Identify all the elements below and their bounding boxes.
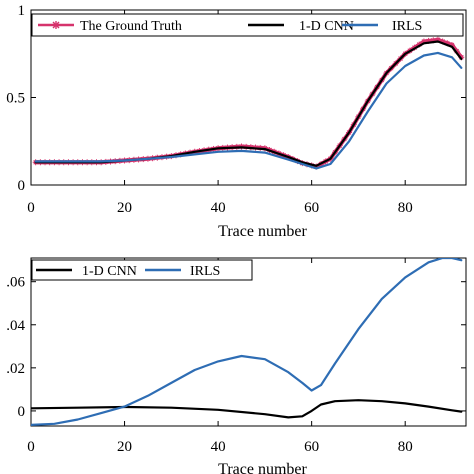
legend-label: 1-D CNN xyxy=(82,264,137,279)
legend-label: The Ground Truth xyxy=(80,19,182,34)
x-tick-label: 20 xyxy=(117,200,132,216)
legend-label: IRLS xyxy=(190,264,220,279)
legend-marker xyxy=(52,21,60,29)
legend-label: IRLS xyxy=(392,19,422,34)
marker-stroke xyxy=(52,21,60,29)
chart-panel-1: 0 20 40 60 80 0 0.5 1 Trace number The Ground Tru… xyxy=(6,3,467,240)
y-tick-label: 0.5 xyxy=(6,91,25,107)
legend-box xyxy=(31,259,253,281)
y-tick-label: .06 xyxy=(6,275,25,291)
x-tick-label: 80 xyxy=(398,439,413,455)
x-tick-label: 0 xyxy=(27,439,35,455)
series-line-irls xyxy=(34,51,463,170)
legend-box xyxy=(31,13,464,37)
chart-panel-2: 0 20 40 60 80 0 .02 .04 .06 Trace number 1-D CNN IR… xyxy=(6,257,467,474)
x-tick-label: 80 xyxy=(398,200,413,216)
y-tick-label: 0 xyxy=(18,178,26,194)
y-tick-label: 1 xyxy=(18,3,26,19)
x-tick-label: 0 xyxy=(27,200,35,216)
y-tick-label: 0 xyxy=(18,404,26,420)
series-line-1-d-cnn xyxy=(31,399,463,419)
x-tick-label: 60 xyxy=(304,439,319,455)
x-tick-label: 40 xyxy=(211,439,226,455)
legend-1: The Ground Truth 1-D CNN IRLS xyxy=(31,13,464,37)
x-axis-label: Trace number xyxy=(218,461,307,474)
legend-label: 1-D CNN xyxy=(299,19,354,34)
series-lines-2 xyxy=(31,258,463,426)
y-tick-label: .04 xyxy=(6,318,25,334)
axes-box-2 xyxy=(30,257,467,427)
x-tick-label: 40 xyxy=(211,200,226,216)
x-axis-label: Trace number xyxy=(218,223,307,240)
x-tick-label: 20 xyxy=(117,439,132,455)
series-line-irls xyxy=(31,258,463,426)
series-lines-1 xyxy=(32,36,465,170)
x-tick-label: 60 xyxy=(304,200,319,216)
y-tick-label: .02 xyxy=(6,361,25,377)
legend-2: 1-D CNN IRLS xyxy=(31,259,253,281)
